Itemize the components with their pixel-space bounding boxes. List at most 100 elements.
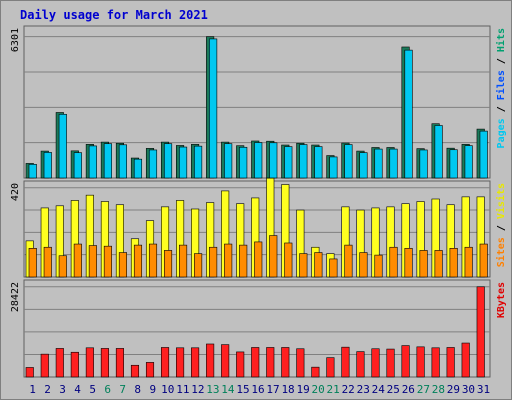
bar-kbytes-day-22 xyxy=(341,346,350,378)
bar-files-day-14 xyxy=(224,143,233,179)
panel-kbytes: 28422 KBytes xyxy=(10,279,507,378)
bar-sites-day-26 xyxy=(404,248,413,278)
x-tick-label: 23 xyxy=(357,383,370,396)
panel-legend: Sites / Visits xyxy=(495,183,507,267)
bar-files-day-2 xyxy=(43,152,52,179)
bar-files-day-9 xyxy=(148,149,158,179)
bar-kbytes-day-29 xyxy=(446,347,455,378)
bar-sites-day-15 xyxy=(239,244,248,278)
bar-files-day-22 xyxy=(344,144,353,179)
legend-entry: KBytes xyxy=(496,282,507,318)
bar-kbytes-day-9 xyxy=(145,362,155,378)
bar-kbytes-day-16 xyxy=(251,347,260,378)
bar-sites-day-13 xyxy=(209,246,218,278)
bar-sites-day-2 xyxy=(43,246,52,278)
bar-sites-day-5 xyxy=(88,245,97,278)
bar-sites-day-25 xyxy=(389,246,398,278)
x-tick-label: 1 xyxy=(29,383,36,396)
bar-sites-day-24 xyxy=(374,254,383,278)
x-tick-label: 6 xyxy=(104,383,111,396)
bar-kbytes-day-7 xyxy=(115,348,124,378)
panel-legend: Pages / Files / Hits xyxy=(495,28,507,148)
x-tick-label: 10 xyxy=(161,383,174,396)
bar-kbytes-day-15 xyxy=(236,351,245,378)
legend-entry: Visits xyxy=(495,183,507,219)
bar-files-day-11 xyxy=(179,146,188,179)
bar-files-day-21 xyxy=(329,156,338,179)
x-tick-label: 3 xyxy=(59,383,66,396)
bar-kbytes-day-17 xyxy=(266,347,275,378)
x-tick-label: 7 xyxy=(119,383,126,396)
bar-sites-day-30 xyxy=(464,246,473,278)
bar-files-day-26 xyxy=(404,49,413,179)
x-tick-label: 17 xyxy=(266,383,279,396)
chart-panels: 6301 Pages / Files / Hits 420 Sites / Visit… xyxy=(10,25,507,378)
bar-sites-day-28 xyxy=(434,250,443,278)
legend-entry: / xyxy=(496,52,507,70)
bar-files-day-18 xyxy=(284,146,293,179)
x-tick-label: 13 xyxy=(206,383,219,396)
x-axis-labels: 1 2 3 4 5 6 7 8 9 10 11 12 13 14 15 16 17 18 19 20 21 22 23 24 2… xyxy=(29,383,490,396)
bar-sites-day-23 xyxy=(359,252,368,278)
x-tick-label: 2 xyxy=(44,383,51,396)
bar-files-day-1 xyxy=(28,164,37,179)
y-max-label: 6301 xyxy=(10,28,21,52)
x-tick-label: 24 xyxy=(372,383,386,396)
bar-kbytes-day-3 xyxy=(55,348,64,378)
panel-hits: 6301 Pages / Files / Hits xyxy=(10,25,507,179)
bar-kbytes-day-19 xyxy=(296,348,305,378)
bar-kbytes-day-10 xyxy=(160,347,170,378)
legend-entry: Files xyxy=(495,70,507,100)
bar-sites-day-16 xyxy=(254,241,263,278)
bar-files-day-29 xyxy=(449,149,458,179)
bar-files-day-16 xyxy=(254,142,263,179)
bar-files-day-28 xyxy=(434,125,443,179)
bar-kbytes-day-28 xyxy=(431,347,440,378)
x-tick-label: 20 xyxy=(312,383,325,396)
legend-entry: Pages xyxy=(496,118,507,148)
bar-kbytes-day-14 xyxy=(221,344,230,378)
bar-sites-day-31 xyxy=(479,243,488,278)
bar-sites-day-20 xyxy=(314,252,323,278)
bar-kbytes-day-18 xyxy=(281,347,290,378)
bar-sites-day-22 xyxy=(344,244,353,278)
x-tick-label: 25 xyxy=(387,383,400,396)
bar-sites-day-6 xyxy=(103,245,112,278)
bar-sites-day-17 xyxy=(269,235,278,278)
bar-sites-day-27 xyxy=(419,250,428,278)
bar-files-day-17 xyxy=(269,142,278,179)
bar-files-day-31 xyxy=(479,130,488,179)
legend-entry: Hits xyxy=(495,28,507,52)
bar-files-day-19 xyxy=(299,144,308,179)
bar-sites-day-8 xyxy=(133,244,143,278)
bar-kbytes-day-11 xyxy=(176,347,185,378)
x-tick-label: 28 xyxy=(432,383,445,396)
panel-visits: 420 Sites / Visits xyxy=(10,177,507,278)
bar-sites-day-12 xyxy=(194,253,203,278)
x-tick-label: 27 xyxy=(417,383,430,396)
bar-kbytes-day-12 xyxy=(191,347,200,378)
bar-files-day-15 xyxy=(239,146,248,179)
bar-sites-day-19 xyxy=(299,253,308,278)
legend-entry: / xyxy=(496,100,507,118)
bar-kbytes-day-4 xyxy=(70,351,79,378)
bar-kbytes-day-20 xyxy=(311,366,320,378)
bar-sites-day-10 xyxy=(163,250,173,278)
legend-entry: Sites xyxy=(495,237,507,267)
bar-files-day-27 xyxy=(419,149,428,179)
legend-entry: / xyxy=(496,219,507,237)
x-tick-label: 15 xyxy=(236,383,249,396)
bar-kbytes-day-1 xyxy=(25,367,34,378)
bar-kbytes-day-24 xyxy=(371,348,380,378)
bar-files-day-13 xyxy=(209,38,218,179)
bar-files-day-6 xyxy=(103,143,112,179)
x-tick-label: 30 xyxy=(462,383,475,396)
bar-kbytes-day-2 xyxy=(40,353,49,378)
y-max-label: 28422 xyxy=(10,282,21,312)
x-tick-label: 8 xyxy=(134,383,141,396)
x-tick-label: 14 xyxy=(221,383,235,396)
bar-sites-day-21 xyxy=(329,258,338,278)
bar-files-day-5 xyxy=(88,145,97,179)
bar-sites-day-11 xyxy=(179,244,188,278)
bar-files-day-4 xyxy=(73,152,82,179)
